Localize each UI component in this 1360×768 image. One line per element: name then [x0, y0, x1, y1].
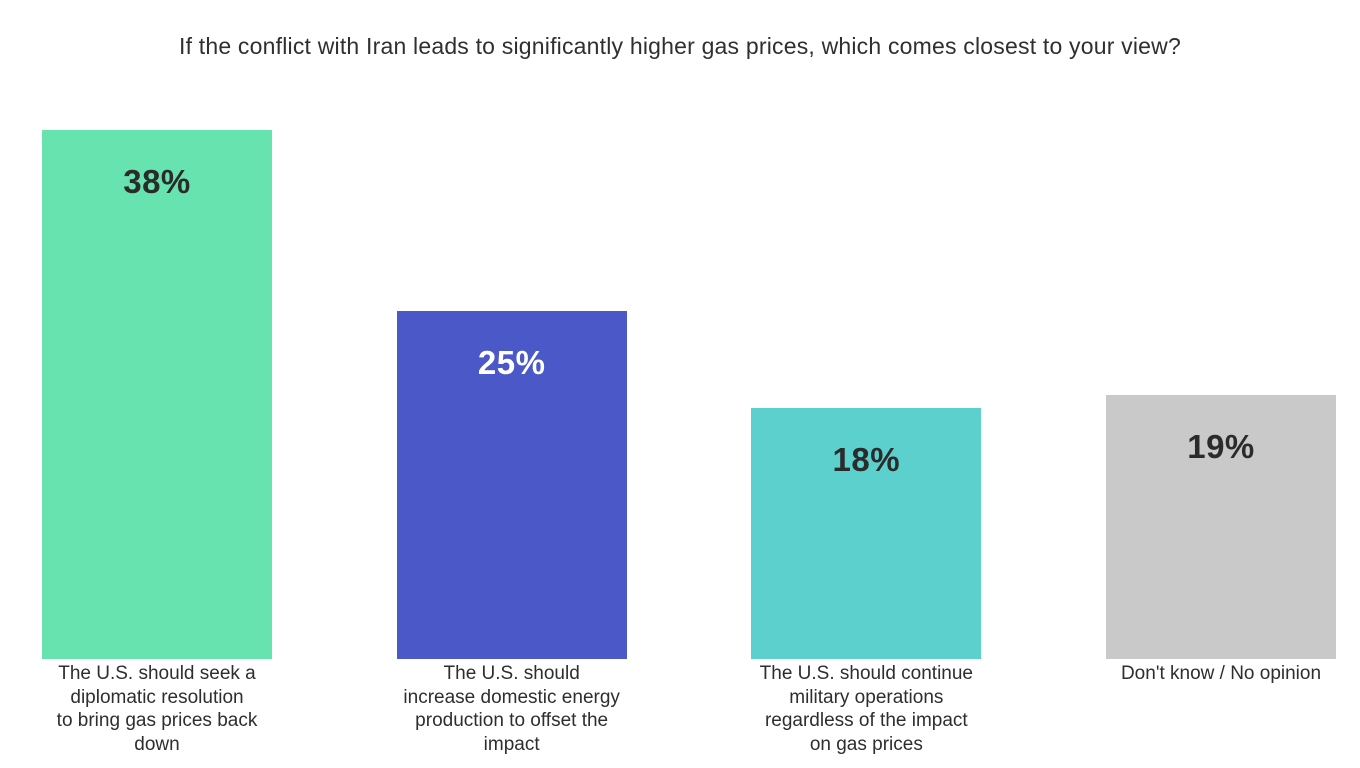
chart-title: If the conflict with Iran leads to signi… — [179, 33, 1181, 59]
category-label: The U.S. should seek a diplomatic resolut… — [57, 662, 258, 756]
category-label-line: Don't know / No opinion — [1120, 663, 1322, 684]
bar-1: 38% — [42, 130, 272, 659]
category-label-line: down — [134, 733, 180, 755]
bar-4: 19% — [1106, 394, 1336, 659]
bar-2: 25% — [396, 311, 627, 659]
bar-value-label: 25% — [477, 344, 546, 381]
category-label-line: The U.S. should continue — [759, 663, 974, 684]
category-label-line: on gas prices — [809, 733, 923, 755]
category-label-line: regardless of the impact — [764, 710, 968, 731]
category-label: The U.S. should increase domestic energy p… — [403, 662, 620, 756]
category-label-line: production to offset the — [415, 710, 609, 731]
bar-value-label: 38% — [123, 163, 191, 201]
bar-value-label: 18% — [832, 441, 901, 479]
category-label-line: impact — [483, 733, 540, 755]
category-label-line: diplomatic resolution — [70, 686, 244, 708]
category-label-line: increase domestic energy — [403, 686, 620, 708]
category-label: The U.S. should continue military operati… — [760, 662, 973, 756]
bar-3: 18% — [751, 408, 982, 659]
category-label-line: to bring gas prices back — [56, 710, 258, 731]
category-label-line: The U.S. should — [443, 663, 580, 684]
category-label: Don't know / No opinion — [1121, 662, 1321, 686]
category-label-line: military operations — [789, 686, 944, 708]
category-label-line: The U.S. should seek a — [58, 663, 256, 684]
bar-value-label: 19% — [1187, 427, 1255, 465]
